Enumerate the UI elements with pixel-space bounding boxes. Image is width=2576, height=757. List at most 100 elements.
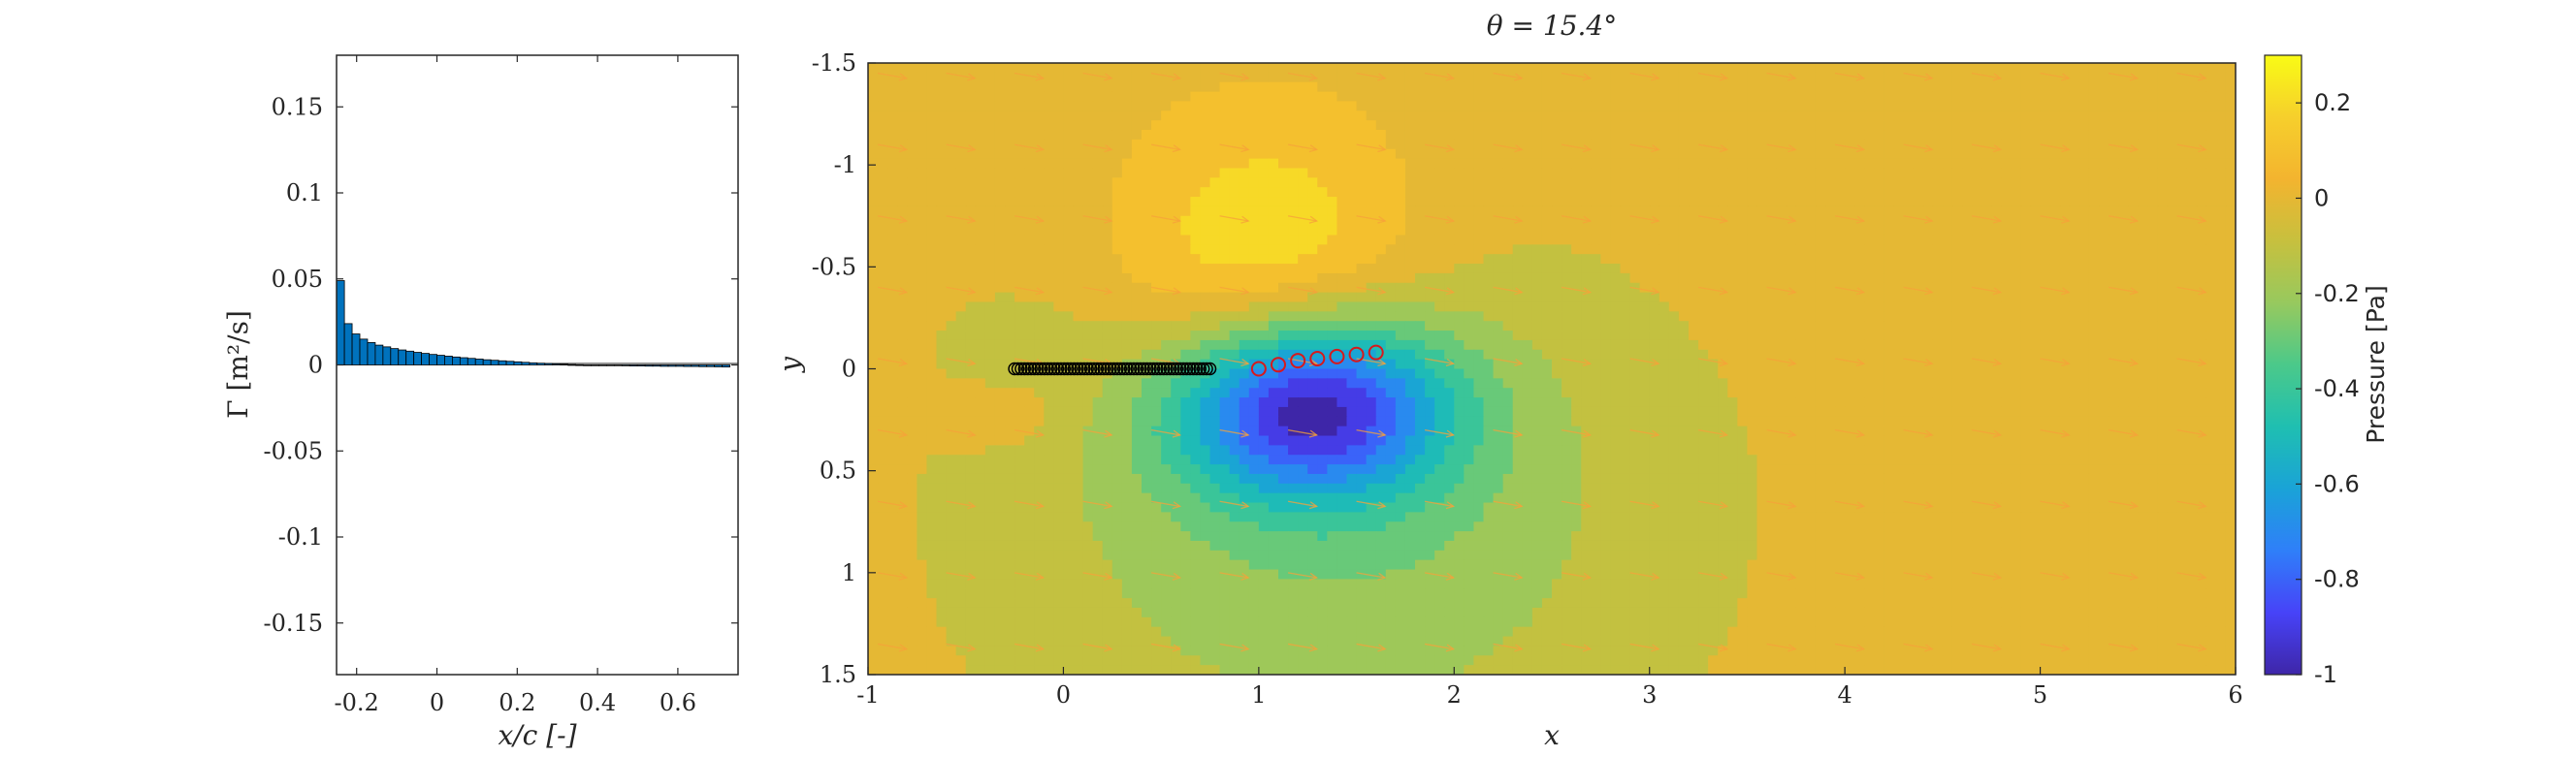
- pressure-cell: [1708, 349, 1719, 361]
- pressure-cell: [1689, 244, 1699, 255]
- pressure-cell: [1327, 292, 1338, 303]
- pressure-cell: [1962, 215, 1973, 227]
- pressure-cell: [955, 235, 967, 245]
- pressure-cell: [1991, 292, 2002, 303]
- pressure-cell: [1454, 215, 1465, 227]
- pressure-cell: [1874, 292, 1885, 303]
- pressure-cell: [1522, 177, 1533, 188]
- pressure-cell: [1747, 349, 1758, 361]
- pressure-cell: [1502, 197, 1514, 207]
- pressure-cell: [1815, 359, 1826, 370]
- pressure-cell: [1024, 225, 1035, 237]
- pressure-cell: [1795, 130, 1807, 141]
- pressure-cell: [1678, 168, 1690, 178]
- pressure-cell: [1718, 311, 1728, 322]
- pressure-cell: [2030, 272, 2042, 284]
- pressure-cell: [1502, 282, 1514, 294]
- pressure-cell: [975, 177, 986, 188]
- pressure-cell: [1082, 301, 1094, 312]
- pressure-cell: [897, 378, 908, 389]
- circulation-bar: [722, 364, 730, 368]
- pressure-cell: [2118, 378, 2129, 389]
- pressure-cell: [1512, 301, 1524, 312]
- pressure-cell: [1502, 272, 1514, 284]
- pressure-cell: [2069, 254, 2080, 265]
- pressure-cell: [1307, 63, 1318, 74]
- pressure-cell: [868, 339, 879, 351]
- pressure-cell: [1434, 331, 1445, 341]
- pressure-cell: [2196, 378, 2207, 389]
- pressure-cell: [1317, 225, 1328, 237]
- pressure-cell: [946, 292, 957, 303]
- pressure-cell: [1531, 139, 1543, 150]
- pressure-cell: [1268, 244, 1279, 255]
- pressure-cell: [1395, 359, 1406, 370]
- pressure-cell: [2196, 177, 2207, 188]
- pressure-cell: [955, 81, 967, 93]
- pressure-cell: [1053, 177, 1065, 188]
- pressure-cell: [1668, 168, 1680, 178]
- pressure-cell: [1131, 205, 1143, 217]
- pressure-cell: [2196, 225, 2207, 237]
- pressure-cell: [2099, 292, 2109, 303]
- pressure-cell: [1395, 235, 1406, 245]
- pressure-cell: [1951, 321, 1963, 331]
- pressure-cell: [1434, 321, 1445, 331]
- pressure-cell: [1239, 254, 1250, 265]
- pressure-cell: [917, 215, 928, 227]
- pressure-cell: [1375, 148, 1387, 160]
- pressure-cell: [1649, 264, 1660, 274]
- pressure-cell: [1776, 177, 1787, 188]
- pressure-cell: [1171, 205, 1181, 217]
- pressure-cell: [1258, 63, 1270, 74]
- pressure-cell: [1121, 91, 1133, 103]
- pressure-cell: [1298, 292, 1308, 303]
- pressure-cell: [1209, 158, 1221, 170]
- pressure-cell: [2196, 120, 2207, 131]
- pressure-cell: [2030, 339, 2042, 351]
- pressure-cell: [1239, 321, 1250, 331]
- pressure-cell: [1317, 321, 1328, 331]
- pressure-cell: [1327, 197, 1338, 207]
- pressure-cell: [1034, 311, 1045, 322]
- pressure-cell: [1962, 148, 1973, 160]
- pressure-cell: [1375, 311, 1387, 322]
- pressure-cell: [1972, 187, 1982, 198]
- pressure-cell: [1005, 272, 1015, 284]
- pressure-cell: [1111, 272, 1123, 284]
- pressure-cell: [1356, 321, 1368, 331]
- pressure-cell: [1044, 244, 1054, 255]
- pressure-cell: [1268, 215, 1279, 227]
- pressure-cell: [1747, 282, 1758, 294]
- pressure-cell: [2109, 321, 2119, 331]
- pressure-cell: [878, 72, 888, 83]
- pressure-cell: [1981, 187, 1992, 198]
- pressure-cell: [1874, 110, 1885, 121]
- pressure-cell: [2069, 264, 2080, 274]
- pressure-cell: [936, 378, 948, 389]
- pressure-cell: [1317, 139, 1328, 150]
- pressure-cell: [1552, 158, 1562, 170]
- pressure-cell: [1268, 139, 1279, 150]
- pressure-cell: [1747, 359, 1758, 370]
- pressure-cell: [868, 158, 879, 170]
- pressure-cell: [1268, 359, 1279, 370]
- pressure-cell: [1825, 120, 1836, 131]
- pressure-cell: [2138, 187, 2148, 198]
- pressure-cell: [1932, 130, 1944, 141]
- pressure-cell: [1962, 235, 1973, 245]
- pressure-cell: [1972, 292, 1982, 303]
- pressure-cell: [1044, 331, 1054, 341]
- pressure-cell: [1600, 388, 1612, 398]
- pressure-cell: [926, 177, 938, 188]
- pressure-cell: [1512, 215, 1524, 227]
- pressure-cell: [1756, 264, 1768, 274]
- pressure-cell: [965, 292, 977, 303]
- pressure-cell: [897, 81, 908, 93]
- pressure-cell: [1649, 148, 1660, 160]
- pressure-cell: [1131, 321, 1143, 331]
- pressure-cell: [2157, 168, 2169, 178]
- pressure-cell: [1737, 158, 1749, 170]
- pressure-cell: [1718, 63, 1728, 74]
- pressure-cell: [1473, 72, 1485, 83]
